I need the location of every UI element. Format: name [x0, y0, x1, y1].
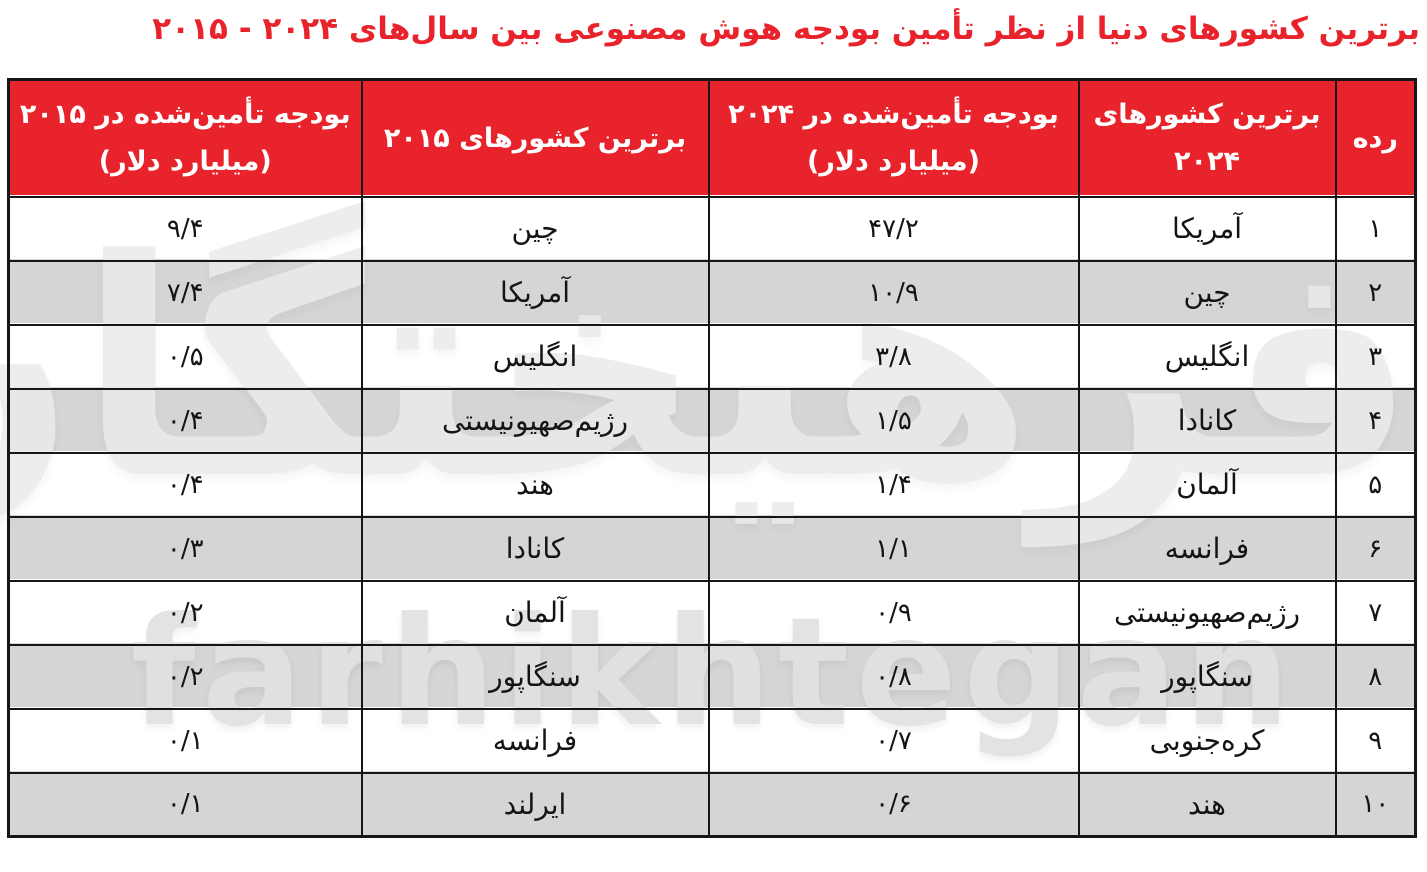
cell-budget-2015: ۰/۱ — [7, 707, 363, 774]
cell-rank: ۵ — [1334, 451, 1417, 518]
cell-country-2024: فرانسه — [1077, 515, 1337, 582]
table-row: ۵ آلمان ۱/۴ هند ۰/۴ — [7, 451, 1417, 518]
cell-country-2015: رژیم‌صهیونیستی — [360, 387, 710, 454]
cell-budget-2024: ۱۰/۹ — [707, 259, 1080, 326]
cell-rank: ۷ — [1334, 579, 1417, 646]
cell-country-2015: آلمان — [360, 579, 710, 646]
cell-country-2015: چین — [360, 195, 710, 262]
cell-budget-2024: ۱/۵ — [707, 387, 1080, 454]
header-row: رده برترین کشورهای ۲۰۲۴ بودجه تأمین‌شده … — [7, 78, 1417, 198]
budget-table-wrap: فرهیختگان farhikhtegan رده برترین کشورها… — [0, 78, 1417, 838]
table-body: ۱ آمریکا ۴۷/۲ چین ۹/۴ ۲ چین ۱۰/۹ آمریکا … — [7, 195, 1417, 838]
table-row: ۶ فرانسه ۱/۱ کانادا ۰/۳ — [7, 515, 1417, 582]
cell-rank: ۲ — [1334, 259, 1417, 326]
cell-budget-2024: ۱/۴ — [707, 451, 1080, 518]
cell-country-2015: انگلیس — [360, 323, 710, 390]
cell-country-2024: هند — [1077, 771, 1337, 838]
cell-budget-2024: ۰/۹ — [707, 579, 1080, 646]
cell-country-2015: آمریکا — [360, 259, 710, 326]
cell-rank: ۱ — [1334, 195, 1417, 262]
cell-budget-2024: ۰/۶ — [707, 771, 1080, 838]
cell-rank: ۴ — [1334, 387, 1417, 454]
cell-country-2024: کانادا — [1077, 387, 1337, 454]
cell-country-2015: هند — [360, 451, 710, 518]
cell-budget-2015: ۰/۵ — [7, 323, 363, 390]
cell-budget-2015: ۰/۲ — [7, 643, 363, 710]
table-row: ۴ کانادا ۱/۵ رژیم‌صهیونیستی ۰/۴ — [7, 387, 1417, 454]
cell-country-2024: آمریکا — [1077, 195, 1337, 262]
page-title: برترین کشورهای دنیا از نظر تأمین بودجه ه… — [152, 11, 1420, 47]
cell-budget-2015: ۹/۴ — [7, 195, 363, 262]
table-row: ۳ انگلیس ۳/۸ انگلیس ۰/۵ — [7, 323, 1417, 390]
table-row: ۹ کره‌جنوبی ۰/۷ فرانسه ۰/۱ — [7, 707, 1417, 774]
ai-budget-table: رده برترین کشورهای ۲۰۲۴ بودجه تأمین‌شده … — [7, 78, 1417, 838]
cell-country-2024: رژیم‌صهیونیستی — [1077, 579, 1337, 646]
cell-country-2024: انگلیس — [1077, 323, 1337, 390]
cell-budget-2024: ۰/۷ — [707, 707, 1080, 774]
cell-country-2015: فرانسه — [360, 707, 710, 774]
table-row: ۸ سنگاپور ۰/۸ سنگاپور ۰/۲ — [7, 643, 1417, 710]
header-countries-2015: برترین کشورهای ۲۰۱۵ — [360, 78, 710, 198]
cell-rank: ۶ — [1334, 515, 1417, 582]
cell-country-2024: آلمان — [1077, 451, 1337, 518]
cell-budget-2024: ۰/۸ — [707, 643, 1080, 710]
cell-budget-2015: ۰/۳ — [7, 515, 363, 582]
cell-rank: ۱۰ — [1334, 771, 1417, 838]
cell-budget-2015: ۰/۲ — [7, 579, 363, 646]
cell-country-2015: ایرلند — [360, 771, 710, 838]
table-row: ۷ رژیم‌صهیونیستی ۰/۹ آلمان ۰/۲ — [7, 579, 1417, 646]
cell-rank: ۸ — [1334, 643, 1417, 710]
cell-budget-2024: ۴۷/۲ — [707, 195, 1080, 262]
header-budget-2024: بودجه تأمین‌شده در ۲۰۲۴ (میلیارد دلار) — [707, 78, 1080, 198]
cell-budget-2024: ۳/۸ — [707, 323, 1080, 390]
cell-budget-2015: ۰/۱ — [7, 771, 363, 838]
cell-budget-2015: ۰/۴ — [7, 451, 363, 518]
table-row: ۱ آمریکا ۴۷/۲ چین ۹/۴ — [7, 195, 1417, 262]
cell-rank: ۳ — [1334, 323, 1417, 390]
cell-rank: ۹ — [1334, 707, 1417, 774]
cell-country-2015: سنگاپور — [360, 643, 710, 710]
cell-budget-2024: ۱/۱ — [707, 515, 1080, 582]
cell-budget-2015: ۰/۴ — [7, 387, 363, 454]
cell-country-2024: سنگاپور — [1077, 643, 1337, 710]
cell-country-2015: کانادا — [360, 515, 710, 582]
table-row: ۱۰ هند ۰/۶ ایرلند ۰/۱ — [7, 771, 1417, 838]
header-countries-2024: برترین کشورهای ۲۰۲۴ — [1077, 78, 1337, 198]
cell-country-2024: کره‌جنوبی — [1077, 707, 1337, 774]
header-budget-2015: بودجه تأمین‌شده در ۲۰۱۵ (میلیارد دلار) — [7, 78, 363, 198]
header-rank: رده — [1334, 78, 1417, 198]
header-rank-label: رده — [1352, 122, 1398, 154]
cell-country-2024: چین — [1077, 259, 1337, 326]
table-row: ۲ چین ۱۰/۹ آمریکا ۷/۴ — [7, 259, 1417, 326]
cell-budget-2015: ۷/۴ — [7, 259, 363, 326]
